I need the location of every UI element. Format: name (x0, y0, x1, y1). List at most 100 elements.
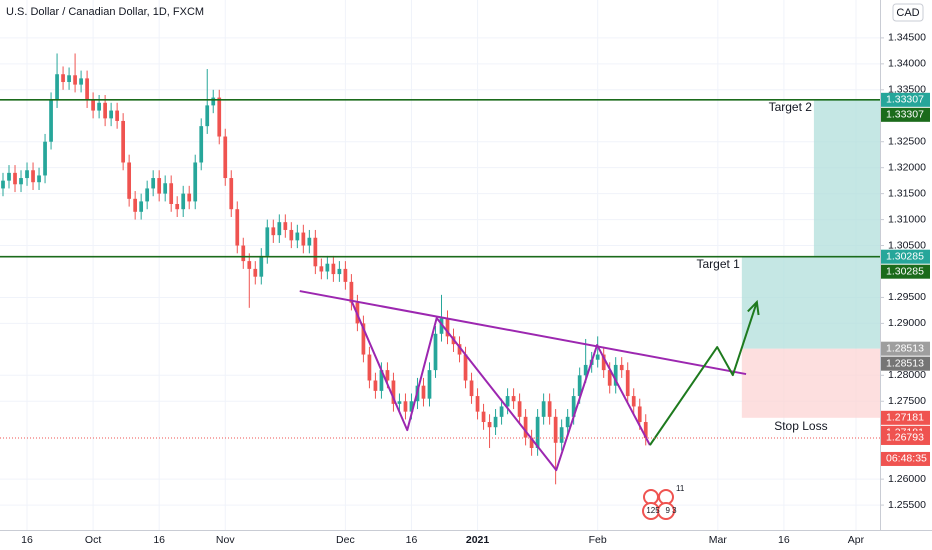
candles (1, 53, 648, 485)
countdown-label: 06:48:35 (886, 453, 927, 465)
badge-icon[interactable] (643, 489, 659, 505)
currency-label[interactable]: CAD (896, 7, 919, 19)
badge-count: 125 (646, 506, 660, 515)
candle-body (457, 344, 462, 355)
candle-body (331, 263, 336, 275)
price-tag-label: 1.30285 (886, 250, 924, 262)
x-tick-label: 16 (406, 534, 418, 546)
currency-button[interactable] (892, 3, 924, 22)
candle-body (199, 126, 204, 163)
badge-icon[interactable] (657, 502, 675, 520)
candle-body (7, 172, 11, 181)
candle-body (97, 102, 101, 111)
x-tick-label: Nov (216, 534, 235, 546)
candle-body (55, 74, 59, 101)
candle-body (79, 78, 83, 85)
candle-body (181, 193, 186, 210)
candle-body (103, 102, 107, 119)
candle-body (583, 364, 588, 376)
axes: 1.34500 1.34000 1.33500 1.32500 1.32000 1.315… (21, 32, 930, 546)
candle-body (115, 110, 119, 121)
candle-body (307, 237, 312, 246)
y-tick-label: 1.25500 (888, 499, 926, 511)
candle-body (223, 136, 228, 179)
candle-body (595, 354, 600, 360)
candle-body (109, 110, 113, 119)
zone-label: Stop Loss (774, 419, 827, 433)
candle-body (235, 209, 240, 246)
candle-body (1, 180, 5, 189)
event-badges: 11 125 9 3 (642, 484, 685, 520)
candle-body (85, 78, 89, 101)
candle-body (619, 364, 624, 371)
candle-body (529, 437, 534, 448)
y-tick-label: 1.28000 (888, 369, 926, 381)
candle-body (517, 401, 522, 417)
price-tag-label: 1.28513 (886, 357, 924, 369)
candle-body (169, 183, 174, 205)
candle-body (349, 281, 354, 303)
candle-body (481, 411, 486, 423)
candle-body (577, 375, 582, 397)
candle-body (547, 401, 552, 417)
candle-body (271, 227, 276, 236)
candle-body (91, 100, 95, 111)
candle-body (487, 422, 492, 428)
candle-body (391, 380, 396, 404)
candle-body (361, 323, 366, 355)
y-tick-label: 1.29000 (888, 317, 926, 329)
candle-body (607, 370, 612, 386)
y-tick-label: 1.29500 (888, 291, 926, 303)
x-tick-label: 16 (778, 534, 790, 546)
candle-body (295, 232, 300, 241)
candle-body (499, 406, 504, 417)
x-tick-label: Oct (85, 534, 101, 546)
candle-body (601, 354, 606, 371)
candle-body (127, 162, 132, 199)
candle-body (187, 193, 192, 202)
price-tag-label: 1.30285 (886, 265, 924, 277)
y-tick-label: 1.26000 (888, 473, 926, 485)
candle-body (343, 268, 348, 282)
candle-body (613, 364, 618, 386)
candle-body (493, 416, 498, 428)
candle-body (247, 261, 252, 269)
price-tag-label: 1.33307 (886, 94, 924, 106)
candle-body (409, 401, 414, 412)
candle-body (319, 266, 324, 272)
candle-body (445, 318, 450, 337)
y-tick-label: 1.33500 (888, 84, 926, 96)
zone-label: Target 1 (696, 257, 740, 271)
candle-body (373, 380, 378, 391)
y-tick-label: 1.31000 (888, 213, 926, 225)
chart-title: U.S. Dollar / Canadian Dollar, 1D, FXCM (6, 6, 204, 18)
zone (741, 348, 880, 418)
candle-body (397, 401, 402, 404)
zone (813, 99, 880, 257)
candle-body (313, 237, 318, 267)
x-tick-label: 16 (21, 534, 33, 546)
badge-count: 9 3 (665, 506, 677, 515)
candle-body (253, 268, 258, 277)
candle-body (265, 227, 270, 256)
candle-body (31, 170, 35, 183)
candle-body (301, 232, 306, 246)
candle-body (67, 75, 71, 83)
candle-body (385, 370, 390, 381)
candle-body (643, 422, 648, 439)
candle-body (211, 97, 216, 106)
candle-body (175, 204, 180, 210)
candle-body (427, 370, 432, 399)
price-tag-label: 1.26793 (886, 432, 924, 444)
badge-icon[interactable] (658, 489, 674, 505)
candle-body (19, 178, 23, 185)
candle-body (289, 229, 294, 241)
x-tick-label: Mar (709, 534, 728, 546)
x-tick-label: 16 (153, 534, 165, 546)
zones: Target 2 Target 1 Stop Loss (696, 99, 880, 433)
candle-body (469, 380, 474, 397)
candle-body (571, 396, 576, 417)
price-tag (881, 249, 930, 264)
zone (741, 256, 880, 349)
projection-line (649, 301, 758, 446)
